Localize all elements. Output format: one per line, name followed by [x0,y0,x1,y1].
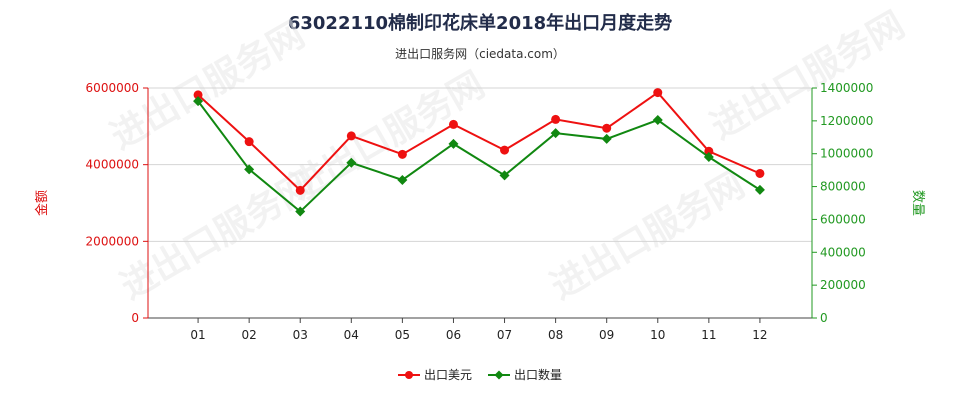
y-right-tick-label: 1400000 [820,81,873,95]
y-left-tick-label: 6000000 [86,81,139,95]
x-tick-label: 01 [190,328,205,342]
y-right-tick-label: 0 [820,311,828,325]
data-point-quantity [397,175,408,185]
data-point-quantity [703,152,714,162]
data-point-usd [244,137,254,147]
x-tick-label: 08 [548,328,563,342]
data-point-usd [397,149,407,159]
series-line-quantity [197,100,761,213]
x-tick-label: 06 [446,328,461,342]
data-point-quantity [346,157,357,168]
chart-subtitle: 进出口服务网（ciedata.com） [395,47,565,61]
legend-marker-quantity [494,370,504,380]
x-tick-label: 09 [599,328,614,342]
watermark-text: 进出口服务网 [114,164,322,308]
data-point-quantity [295,206,306,217]
x-tick-label: 11 [701,328,716,342]
y-right-axis-title: 数量 [910,190,925,216]
chart-title: 63022110棉制印花床单2018年出口月度走势 [287,13,673,34]
data-point-usd [755,168,765,178]
data-point-quantity [244,164,255,175]
y-right-tick-label: 800000 [820,180,866,194]
data-point-quantity [652,115,663,126]
watermark-text: 进出口服务网 [544,164,752,308]
watermark-text: 进出口服务网 [704,4,912,148]
data-point-usd [653,88,663,98]
data-point-usd [346,131,356,141]
data-point-quantity [448,138,459,149]
y-right-tick-label: 200000 [820,278,866,292]
data-point-usd [295,185,305,195]
data-point-quantity [499,170,510,181]
x-tick-label: 05 [395,328,410,342]
y-right-tick-label: 1000000 [820,147,873,161]
y-left-tick-label: 4000000 [86,158,139,172]
x-tick-label: 03 [293,328,308,342]
x-tick-label: 02 [242,328,257,342]
watermark-text: 进出口服务网 [284,64,492,208]
data-point-quantity [193,96,204,107]
y-left-axis-title: 金额 [34,190,50,216]
y-right-tick-label: 600000 [820,212,866,226]
legend-marker-usd [405,371,413,379]
data-point-usd [193,90,203,100]
y-left-tick-label: 2000000 [86,234,139,248]
x-tick-label: 04 [344,328,359,342]
x-tick-label: 07 [497,328,512,342]
x-tick-label: 10 [650,328,665,342]
legend-label-quantity: 出口数量 [514,367,562,382]
x-tick-label: 12 [752,328,767,342]
data-point-quantity [754,184,765,195]
data-point-usd [704,146,714,156]
y-right-tick-label: 400000 [820,245,866,259]
y-left-tick-label: 0 [131,311,139,325]
data-point-usd [551,114,561,124]
data-point-usd [500,145,510,155]
y-right-tick-label: 1200000 [820,114,873,128]
data-point-usd [602,123,612,133]
data-point-usd [448,119,458,129]
series-line-usd [197,91,761,192]
data-point-quantity [550,128,561,139]
data-point-quantity [601,133,612,144]
legend-label-usd: 出口美元 [424,368,472,382]
